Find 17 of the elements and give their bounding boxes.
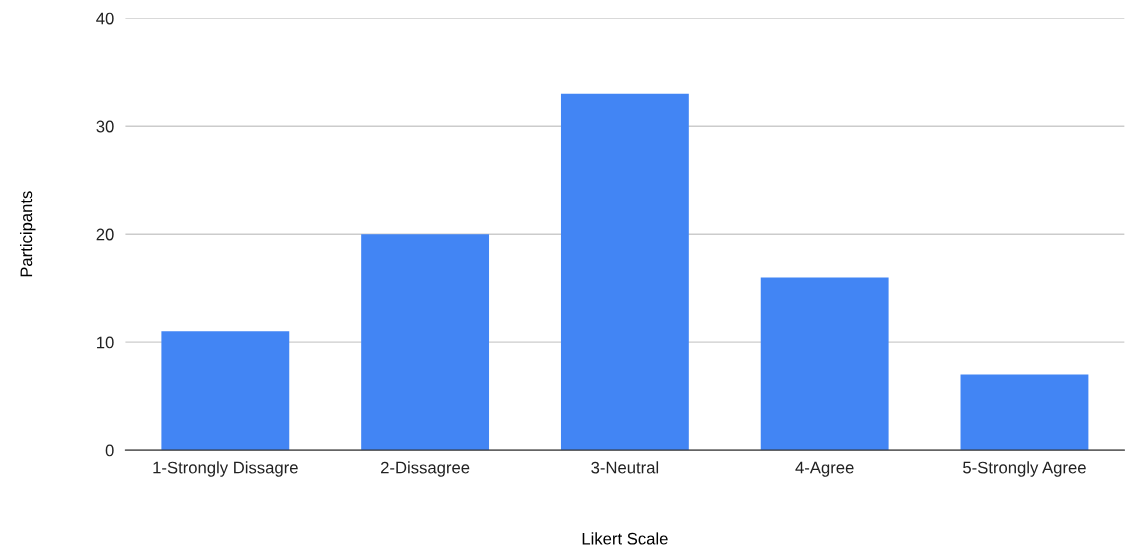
bar xyxy=(760,277,889,451)
x-axis-title: Likert Scale xyxy=(582,532,668,545)
y-tick-label: 10 xyxy=(97,336,114,349)
x-tick-label: 3-Neutral xyxy=(591,461,659,474)
x-tick-label: 1-Strongly Dissagre xyxy=(153,461,298,477)
bar xyxy=(161,331,290,451)
y-tick-label: 40 xyxy=(96,12,114,25)
y-tick-label: 20 xyxy=(96,228,114,241)
y-tick-label: 0 xyxy=(105,444,114,457)
bar xyxy=(361,234,490,451)
bar xyxy=(560,93,689,451)
y-axis-title: Participants xyxy=(19,191,36,277)
y-tick-label: 30 xyxy=(96,120,114,133)
bar xyxy=(960,374,1089,451)
x-tick-label: 5-Strongly Agree xyxy=(963,461,1086,477)
x-tick-label: 4-Agree xyxy=(795,461,854,477)
x-tick-label: 2-Dissagree xyxy=(381,461,470,477)
